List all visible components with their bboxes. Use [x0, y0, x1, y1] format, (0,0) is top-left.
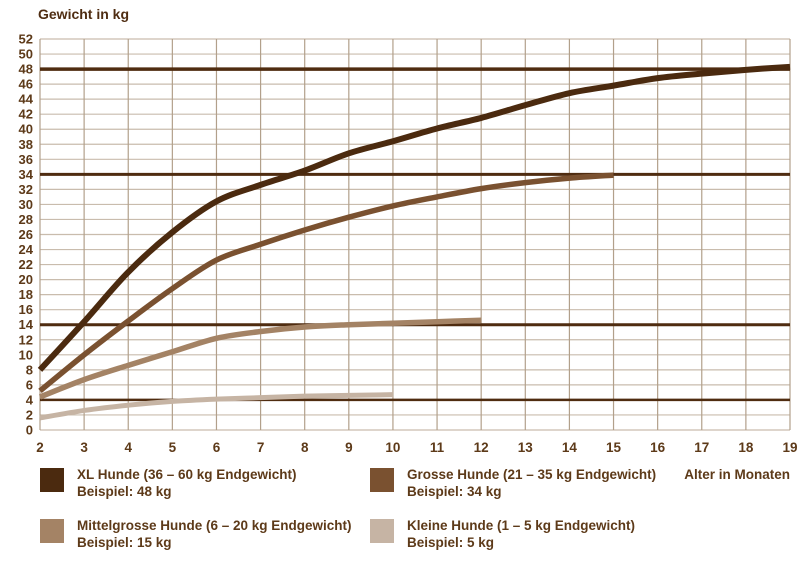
legend-example-kleine: Beispiel: 5 kg	[407, 535, 495, 550]
svg-text:6: 6	[26, 377, 33, 392]
svg-text:3: 3	[80, 440, 88, 455]
legend-label-xl: XL Hunde (36 – 60 kg Endgewicht)	[77, 467, 297, 482]
svg-text:22: 22	[19, 257, 33, 272]
svg-text:13: 13	[518, 440, 534, 455]
x-axis-title: Alter in Monaten	[684, 467, 790, 482]
svg-text:5: 5	[169, 440, 177, 455]
legend: XL Hunde (36 – 60 kg Endgewicht) Beispie…	[40, 466, 792, 551]
svg-text:10: 10	[19, 347, 33, 362]
svg-text:38: 38	[19, 137, 33, 152]
svg-text:36: 36	[19, 152, 33, 167]
svg-text:16: 16	[19, 302, 33, 317]
legend-swatch-grosse-icon	[370, 468, 394, 492]
svg-text:9: 9	[345, 440, 353, 455]
svg-text:4: 4	[124, 440, 132, 455]
legend-example-xl: Beispiel: 48 kg	[77, 484, 172, 499]
y-axis-title: Gewicht in kg	[38, 6, 130, 22]
svg-text:14: 14	[19, 317, 34, 332]
svg-text:34: 34	[19, 167, 34, 182]
legend-swatch-xl-icon	[40, 468, 64, 492]
svg-text:50: 50	[19, 47, 33, 62]
svg-text:17: 17	[694, 440, 709, 455]
svg-text:10: 10	[385, 440, 400, 455]
svg-text:11: 11	[430, 440, 445, 455]
legend-item-grosse-hunde: Grosse Hunde (21 – 35 kg Endgewicht) Bei…	[370, 466, 792, 500]
svg-text:14: 14	[562, 440, 578, 455]
svg-text:20: 20	[19, 272, 33, 287]
svg-text:19: 19	[782, 440, 797, 455]
legend-example-mittelgrosse: Beispiel: 15 kg	[77, 535, 172, 550]
svg-text:12: 12	[474, 440, 489, 455]
svg-text:40: 40	[19, 122, 33, 137]
legend-label-kleine: Kleine Hunde (1 – 5 kg Endgewicht)	[407, 518, 636, 533]
svg-text:18: 18	[738, 440, 754, 455]
legend-swatch-kleine-icon	[370, 519, 394, 543]
svg-text:16: 16	[650, 440, 666, 455]
legend-item-xl-hunde: XL Hunde (36 – 60 kg Endgewicht) Beispie…	[40, 466, 370, 500]
svg-text:12: 12	[19, 332, 33, 347]
svg-text:7: 7	[257, 440, 265, 455]
svg-text:46: 46	[19, 77, 33, 92]
svg-text:32: 32	[19, 182, 33, 197]
svg-text:2: 2	[36, 440, 44, 455]
legend-example-grosse: Beispiel: 34 kg	[407, 484, 502, 499]
svg-text:8: 8	[26, 362, 33, 377]
legend-item-mittelgrosse-hunde: Mittelgrosse Hunde (6 – 20 kg Endgewicht…	[40, 517, 370, 551]
svg-text:42: 42	[19, 107, 33, 122]
svg-text:15: 15	[606, 440, 622, 455]
svg-text:18: 18	[19, 287, 33, 302]
svg-text:44: 44	[19, 92, 34, 107]
legend-item-kleine-hunde: Kleine Hunde (1 – 5 kg Endgewicht) Beisp…	[370, 517, 792, 551]
svg-text:0: 0	[26, 423, 33, 438]
legend-label-grosse: Grosse Hunde (21 – 35 kg Endgewicht)	[407, 467, 657, 482]
svg-text:26: 26	[19, 227, 33, 242]
svg-text:4: 4	[26, 392, 34, 407]
svg-text:52: 52	[19, 32, 33, 47]
svg-text:2: 2	[26, 407, 33, 422]
svg-text:48: 48	[19, 62, 33, 77]
svg-text:30: 30	[19, 197, 33, 212]
legend-swatch-mittelgrosse-icon	[40, 519, 64, 543]
svg-text:6: 6	[213, 440, 221, 455]
legend-label-mittelgrosse: Mittelgrosse Hunde (6 – 20 kg Endgewicht…	[77, 518, 352, 533]
svg-text:24: 24	[19, 242, 34, 257]
svg-text:8: 8	[301, 440, 309, 455]
svg-text:28: 28	[19, 212, 33, 227]
